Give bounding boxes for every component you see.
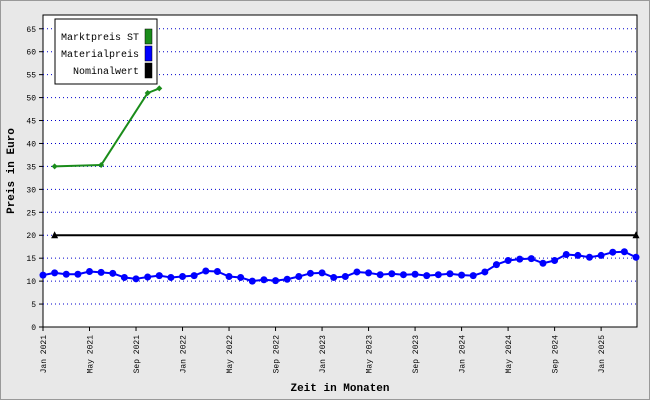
data-point [597, 251, 605, 259]
data-point [283, 275, 291, 283]
y-tick-label: 30 [26, 186, 36, 195]
data-point [225, 273, 233, 281]
legend-swatch [144, 45, 153, 62]
data-point [318, 269, 326, 277]
data-point [620, 248, 628, 256]
data-point [423, 272, 431, 280]
legend-label: Nominalwert [73, 66, 139, 78]
data-point [144, 273, 152, 281]
data-point [237, 273, 245, 281]
data-point [179, 273, 187, 281]
x-tick-label: Sep 2024 [552, 335, 561, 374]
y-tick-label: 35 [26, 163, 36, 172]
data-point [376, 271, 384, 279]
y-tick-label: 20 [26, 232, 36, 241]
data-point [86, 267, 94, 275]
series-line [54, 164, 102, 168]
data-point [74, 270, 82, 278]
data-point [492, 261, 500, 269]
data-point [609, 248, 617, 256]
y-tick-label: 0 [31, 324, 36, 333]
data-point [458, 271, 466, 279]
data-point [109, 269, 117, 277]
legend-box [54, 18, 158, 85]
data-point [144, 90, 151, 96]
y-tick-label: 10 [26, 278, 36, 287]
y-tick-label: 5 [31, 301, 36, 310]
data-point [399, 271, 407, 279]
data-point [155, 272, 163, 280]
data-point [202, 267, 210, 275]
legend-swatch [144, 62, 153, 79]
x-tick-label: May 2023 [366, 335, 375, 374]
data-point [120, 273, 128, 281]
x-tick-label: Jan 2022 [180, 335, 189, 374]
data-point [527, 255, 535, 263]
data-point [632, 231, 640, 239]
data-point [574, 251, 582, 259]
data-point [62, 270, 70, 278]
y-tick-label: 15 [26, 255, 36, 264]
data-point [213, 267, 221, 275]
y-tick-label: 40 [26, 140, 36, 149]
data-point [585, 253, 593, 261]
data-point [295, 273, 303, 281]
y-axis-label: Preis in Euro [6, 128, 18, 214]
data-point [446, 270, 454, 278]
y-tick-label: 55 [26, 72, 36, 81]
data-point [272, 277, 280, 285]
y-tick-label: 45 [26, 118, 36, 127]
data-point [562, 251, 570, 259]
data-point [330, 273, 338, 281]
data-point [156, 85, 163, 92]
data-point [411, 270, 419, 278]
data-point [306, 269, 314, 277]
data-point [632, 253, 640, 261]
y-tick-label: 25 [26, 209, 36, 218]
data-point [469, 272, 477, 280]
legend-swatch [144, 28, 153, 45]
data-point [516, 255, 524, 263]
data-point [341, 273, 349, 281]
data-point [98, 162, 105, 169]
x-tick-label: May 2021 [87, 335, 96, 374]
data-point [353, 268, 361, 276]
x-tick-label: Jan 2025 [598, 335, 607, 374]
series-line [100, 92, 149, 166]
data-point [481, 268, 489, 276]
x-tick-label: Jan 2024 [459, 335, 468, 374]
x-tick-label: Jan 2021 [40, 335, 49, 374]
data-point [51, 231, 59, 239]
data-point [97, 268, 105, 276]
data-point [388, 270, 396, 278]
data-point [539, 259, 547, 267]
x-tick-label: Sep 2021 [133, 335, 142, 374]
y-tick-label: 60 [26, 49, 36, 58]
data-point [551, 256, 559, 264]
data-point [248, 277, 256, 285]
data-point [132, 275, 140, 283]
legend-label: Materialpreis [61, 49, 139, 61]
x-tick-label: Sep 2022 [273, 335, 282, 374]
x-tick-label: May 2022 [226, 335, 235, 374]
y-tick-label: 65 [26, 26, 36, 35]
x-tick-label: Jan 2023 [319, 335, 328, 374]
data-point [434, 271, 442, 279]
x-axis-label: Zeit in Monaten [290, 383, 389, 395]
data-point [39, 271, 47, 279]
data-point [51, 269, 59, 277]
data-point [260, 276, 268, 284]
x-tick-label: Sep 2023 [412, 335, 421, 374]
x-tick-label: May 2024 [505, 335, 514, 374]
data-point [51, 163, 58, 170]
data-point [167, 273, 175, 281]
y-tick-label: 50 [26, 95, 36, 104]
legend-label: Marktpreis ST [61, 32, 139, 44]
data-point [504, 256, 512, 264]
data-point [190, 272, 198, 280]
data-point [365, 269, 373, 277]
